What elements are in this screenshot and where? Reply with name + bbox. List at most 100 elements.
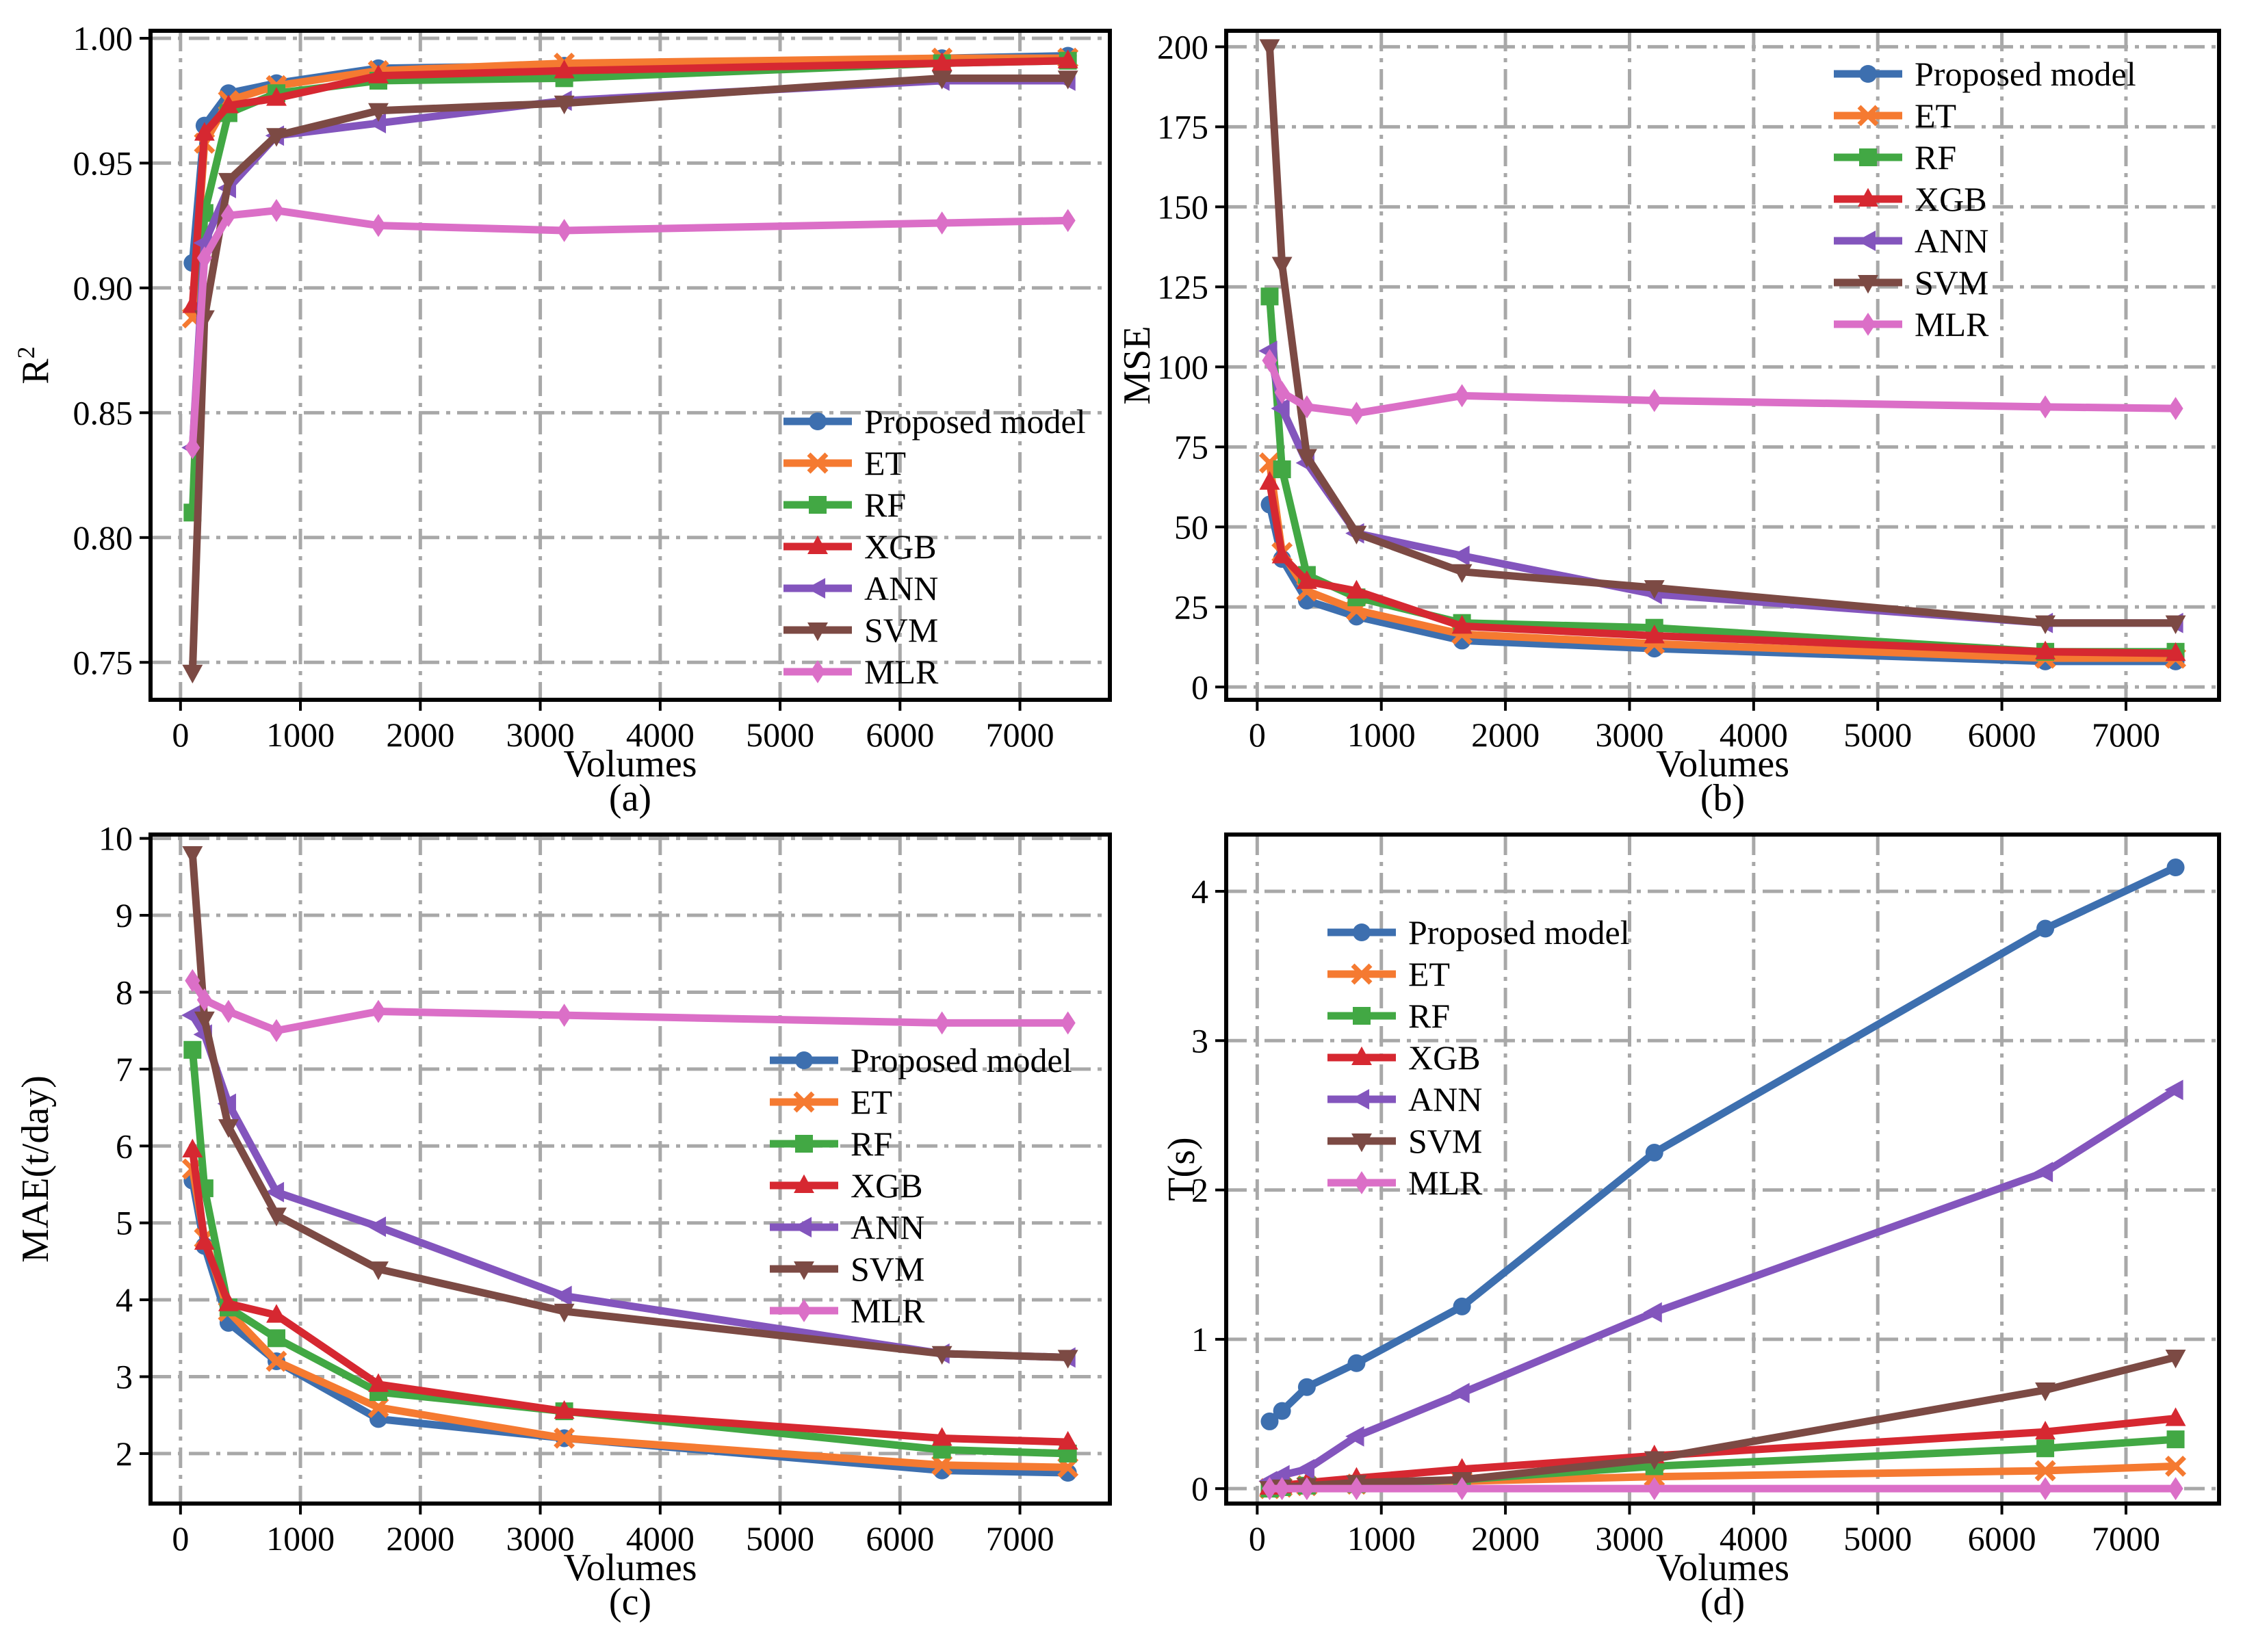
data-point [1057, 1350, 1078, 1369]
data-point [2165, 642, 2186, 661]
x-tick-label: 4000 [626, 716, 695, 754]
grid [151, 835, 1110, 1504]
y-axis-label: MSE [1116, 326, 1158, 404]
series-svm [182, 846, 1078, 1369]
legend-marker [1353, 1171, 1370, 1194]
data-point [556, 219, 572, 242]
data-point [2035, 640, 2056, 659]
y-tick-label: 3 [116, 1358, 133, 1396]
series-mlr [185, 198, 1076, 460]
y-tick-label: 3 [1191, 1021, 1208, 1060]
data-point [265, 1181, 285, 1203]
plot-frame [148, 29, 1112, 702]
legend-label: MLR [851, 1292, 925, 1330]
data-point [2166, 858, 2185, 877]
data-point [1057, 1430, 1078, 1450]
data-point [2168, 397, 2183, 421]
legend-item: ANN [1327, 1080, 1482, 1118]
data-point [2036, 1439, 2055, 1458]
legend-label: Proposed model [864, 402, 1086, 441]
data-point [554, 1427, 575, 1449]
legend-item: SVM [783, 611, 938, 649]
x-tick-label: 1000 [266, 1519, 335, 1558]
x-tick-label: 0 [172, 716, 189, 754]
legend-label: ANN [864, 569, 938, 607]
data-point [1271, 545, 1293, 564]
data-point [1296, 449, 1317, 468]
y-tick-label: 4 [116, 1281, 133, 1319]
y-tick-label: 0 [1191, 668, 1208, 706]
x-tick-label: 7000 [986, 716, 1054, 754]
y-tick-label: 4 [1191, 872, 1208, 910]
data-point [266, 87, 287, 106]
data-point [2168, 1477, 2183, 1501]
legend-item: MLR [783, 653, 939, 691]
data-point [185, 969, 200, 993]
data-point [370, 999, 387, 1023]
legend-marker [1859, 148, 1877, 166]
legend-marker [807, 622, 828, 642]
legend-item: ANN [1834, 222, 1988, 260]
data-point [1060, 1011, 1076, 1035]
data-point [1644, 580, 1665, 599]
series-line [1265, 347, 2180, 627]
data-point [194, 1231, 215, 1250]
legend-marker [809, 412, 827, 430]
y-tick-label: 6 [116, 1127, 133, 1165]
data-point [1057, 70, 1078, 90]
legend-item: ET [770, 1083, 892, 1121]
legend-label: RF [1915, 138, 1956, 176]
data-point [194, 1011, 215, 1031]
data-point [931, 70, 952, 90]
legend-label: ANN [851, 1208, 924, 1246]
x-tick-label: 2000 [386, 716, 454, 754]
data-point [2165, 1407, 2186, 1426]
panel-label: (b) [1700, 777, 1745, 820]
legend-marker [796, 1299, 812, 1322]
x-tick-label: 2000 [1471, 716, 1540, 754]
data-point [218, 1292, 239, 1311]
y-tick-label: 150 [1157, 187, 1208, 226]
chart-a: 0 1000 2000 3000 4000 5000 6000 7000 0.75 0.80 0.8… [12, 19, 1112, 820]
legend-marker [1353, 1007, 1371, 1025]
grid [151, 31, 1110, 700]
data-point [2165, 615, 2186, 634]
legend-item: ANN [783, 569, 938, 607]
data-point [2165, 1455, 2186, 1477]
legend-marker [806, 578, 826, 599]
data-point [1296, 570, 1317, 589]
legend-item: ET [783, 444, 906, 482]
legend-marker [807, 452, 829, 474]
legend-label: XGB [851, 1166, 923, 1205]
legend-label: ANN [1408, 1080, 1482, 1118]
data-point [1260, 1412, 1279, 1430]
legend-label: Proposed model [1915, 55, 2136, 93]
legend-marker [794, 1261, 814, 1281]
legend-label: XGB [1915, 180, 1987, 218]
series-line [188, 1046, 1072, 1458]
x-tick-label: 3000 [506, 1519, 575, 1558]
x-tick-label: 6000 [866, 1519, 934, 1558]
plot-frame [1224, 832, 2221, 1506]
plot-frame [148, 832, 1112, 1506]
data-point [370, 213, 387, 237]
legend-label: SVM [864, 611, 938, 649]
legend-item: RF [1834, 138, 1956, 176]
y-tick-label: 125 [1157, 267, 1208, 306]
data-point [554, 95, 575, 115]
legend-item: Proposed model [1327, 913, 1630, 952]
legend-label: SVM [1408, 1122, 1482, 1160]
legend-marker [807, 535, 828, 555]
data-point [1454, 1477, 1470, 1501]
legend-marker [1856, 231, 1876, 251]
series-line [188, 207, 1072, 451]
data-point [1346, 525, 1367, 545]
x-tick-label: 4000 [626, 1519, 695, 1558]
x-tick-label: 3000 [506, 716, 575, 754]
data-point [194, 122, 215, 141]
series-line [188, 850, 1072, 1361]
series-ann [1258, 1079, 2183, 1492]
